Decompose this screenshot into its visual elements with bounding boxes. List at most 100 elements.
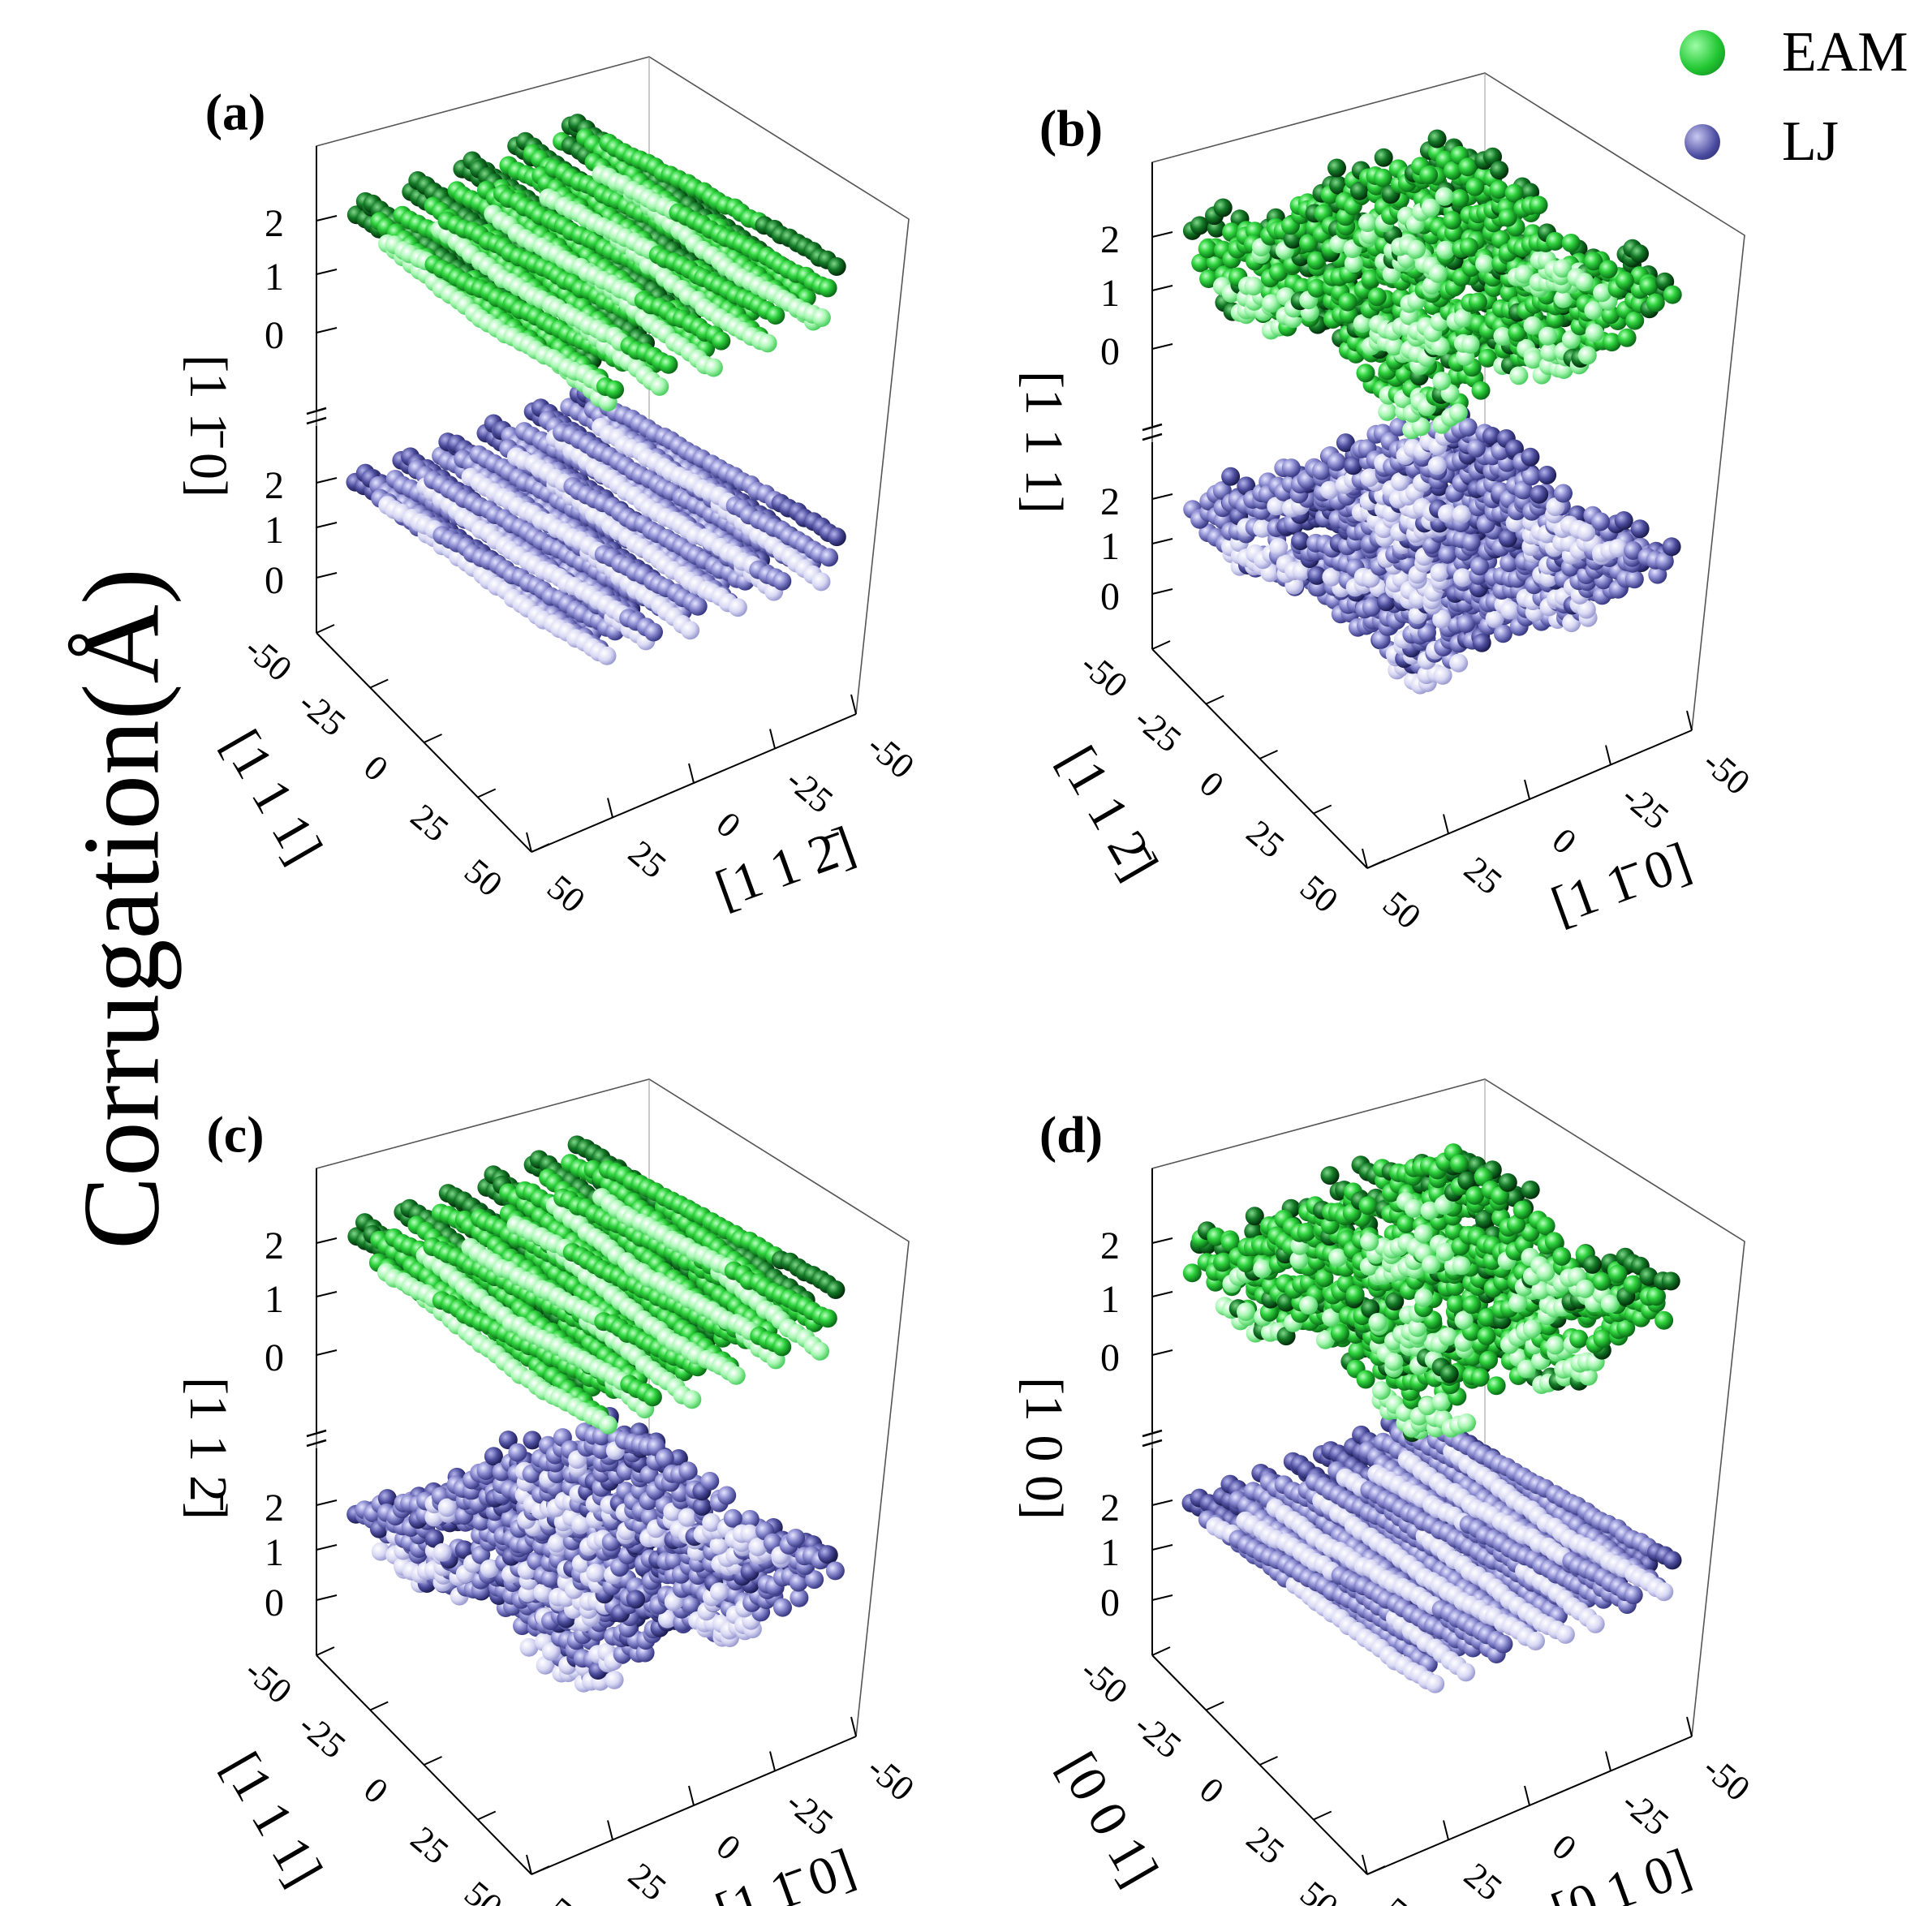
eam-surface-atom (1356, 364, 1375, 383)
eam-surface-atom (1428, 264, 1448, 283)
lj-surface (1183, 402, 1681, 695)
y-tick-label-0: 50 (1375, 884, 1428, 937)
eam-z-tick-label-2: 2 (265, 202, 284, 245)
lj-z-tick-label-1: 1 (265, 1531, 284, 1574)
lj-z-tick-0 (316, 572, 338, 579)
eam-surface-atom (1523, 316, 1543, 335)
eam-surface-atom (1585, 324, 1604, 342)
eam-surface-atom (1406, 239, 1426, 259)
x-tick-label-1: -25 (291, 1706, 353, 1766)
y-tick-label-4: -50 (1696, 742, 1758, 802)
legend-label-lj: LJ (1782, 110, 1839, 173)
lj-surface-atom (586, 1564, 605, 1582)
eam-surface-atom (1432, 372, 1452, 391)
y-tick-4 (850, 694, 857, 715)
eam-surface-atom (1630, 244, 1649, 264)
lj-surface-atom (709, 1582, 729, 1602)
x-tick-0 (1151, 640, 1171, 650)
eam-surface-atom (1374, 148, 1393, 167)
x-tick-label-4: 50 (457, 1874, 510, 1906)
eam-z-tick-2 (316, 215, 338, 222)
z-axis-break-2 (1142, 432, 1163, 441)
lj-surface-atom (626, 1590, 646, 1609)
eam-surface-atom (1471, 381, 1491, 400)
x-tick-1 (369, 678, 389, 689)
eam-surface-atom (1509, 366, 1529, 385)
lj-z-tick-label-2: 2 (265, 1487, 284, 1530)
lj-surface-atom (1253, 518, 1272, 538)
x-tick-label-4: 50 (1293, 867, 1345, 921)
lj-surface-atom (1430, 563, 1449, 583)
eam-surface-atom (758, 333, 777, 353)
lj-surface-atom (1500, 600, 1520, 620)
eam-z-tick-0 (316, 327, 338, 333)
eam-surface-atom (1358, 213, 1377, 232)
eam-z-tick-label-0: 0 (1100, 330, 1120, 373)
eam-surface-atom (1625, 311, 1645, 330)
lj-surface-atom (1322, 567, 1341, 587)
lj-surface-atom (1267, 497, 1286, 516)
x-tick-1 (1205, 695, 1224, 705)
eam-z-tick-label-1: 1 (265, 256, 284, 299)
x-tick-label-1: -25 (291, 683, 353, 744)
x-tick-label-2: 0 (1192, 764, 1231, 806)
lj-z-tick-label-0: 0 (265, 559, 284, 602)
legend: EAM LJ (1651, 8, 1927, 173)
lj-surface-atom (1432, 609, 1452, 629)
y-tick-0 (526, 832, 532, 853)
eam-z-tick-0 (1151, 343, 1173, 350)
eam-surface-atom (704, 358, 723, 377)
y-tick-label-1: 25 (621, 833, 673, 886)
x-tick-label-2: 0 (356, 1770, 395, 1812)
x-tick-3 (477, 1810, 497, 1821)
eam-z-tick-1 (316, 269, 338, 275)
x-axis-label: [1 1 1] (211, 720, 333, 873)
eam-z-tick-label-1: 1 (1100, 272, 1120, 315)
eam-surface (346, 114, 846, 411)
y-tick-label-2: 0 (709, 804, 748, 846)
x-tick-4 (1366, 859, 1386, 869)
lj-surface-atom (1554, 484, 1573, 503)
eam-surface-atom (811, 308, 831, 327)
eam-surface-atom (1617, 328, 1637, 347)
x-tick-label-3: 25 (403, 1818, 456, 1872)
lj-z-tick-1 (1151, 538, 1173, 544)
y-tick-3 (1605, 745, 1611, 765)
lj-surface-atom (1624, 570, 1644, 589)
panel-label: (b) (1039, 100, 1103, 157)
lj-surface-atom (1438, 544, 1457, 564)
eam-surface-atom (1561, 234, 1581, 252)
eam-surface-atom (1468, 292, 1487, 312)
lj-z-tick-label-2: 2 (265, 464, 284, 507)
lj-surface-atom (1614, 511, 1633, 530)
lj-surface-atom (811, 572, 831, 592)
lj-surface-atom (1457, 614, 1476, 633)
eam-z-tick-1 (316, 1291, 338, 1297)
z-axis-break-1 (1142, 423, 1163, 432)
y-tick-4 (850, 1716, 857, 1737)
y-tick-label-1: 25 (621, 1855, 673, 1906)
lj-surface-atom (1538, 466, 1557, 484)
eam-surface-atom (1448, 403, 1468, 423)
y-tick-0 (1362, 848, 1368, 869)
panel-label: (c) (206, 1106, 264, 1164)
lj-surface-atom (437, 1498, 457, 1517)
eam-surface-atom (1490, 161, 1509, 180)
lj-z-tick-0 (316, 1594, 338, 1601)
eam-surface-atom (1475, 254, 1495, 273)
x-tick-label-1: -25 (1127, 699, 1189, 760)
y-tick-2 (1524, 779, 1530, 800)
lj-surface-atom (1427, 456, 1447, 475)
lj-surface-atom (728, 598, 747, 617)
x-tick-label-0: -50 (1074, 644, 1135, 705)
eam-surface-atom (1367, 287, 1387, 307)
y-tick-label-2: 0 (709, 1826, 748, 1869)
lj-z-tick-1 (316, 522, 338, 528)
eam-surface-atom (1244, 277, 1263, 296)
lj-surface (346, 384, 846, 665)
lj-surface-atom (1433, 665, 1452, 685)
z-axis-break-2 (306, 416, 327, 425)
eam-surface-atom (1465, 177, 1485, 196)
lj-surface-atom (1362, 598, 1381, 617)
